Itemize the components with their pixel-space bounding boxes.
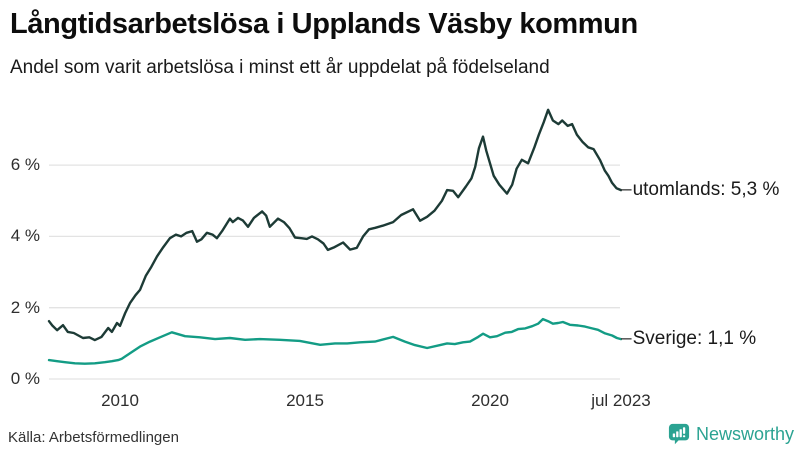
series-label-sverige-text: Sverige: 1,1 % xyxy=(632,328,757,350)
x-tick-label: 2010 xyxy=(101,391,139,410)
y-tick-label: 2 % xyxy=(10,297,40,317)
newsworthy-logo[interactable]: Newsworthy xyxy=(668,423,794,445)
newsworthy-logo-text: Newsworthy xyxy=(695,423,794,444)
y-tick-label: 6 % xyxy=(10,155,40,175)
label-connector-icon: – xyxy=(621,328,632,350)
y-tick-label: 0 % xyxy=(10,369,40,388)
series-line-sverige xyxy=(47,317,623,365)
series-label-utomlands-text: utomlands: 5,3 % xyxy=(632,179,780,201)
label-connector-icon: – xyxy=(621,179,632,201)
x-tick-label: 2020 xyxy=(471,391,509,410)
series-label-sverige: –Sverige: 1,1 % xyxy=(621,327,756,350)
series-label-utomlands: –utomlands: 5,3 % xyxy=(621,178,779,201)
source-note: Källa: Arbetsförmedlingen xyxy=(8,429,179,446)
x-tick-label: 2015 xyxy=(286,391,324,410)
chart-title: Långtidsarbetslösa i Upplands Väsby komm… xyxy=(10,8,638,40)
x-tick-label: jul 2023 xyxy=(591,391,651,410)
chart-subtitle: Andel som varit arbetslösa i minst ett å… xyxy=(10,57,550,78)
newsworthy-logo-icon xyxy=(668,423,690,445)
series-line-utomlands xyxy=(47,108,623,342)
y-tick-label: 4 % xyxy=(10,226,40,246)
